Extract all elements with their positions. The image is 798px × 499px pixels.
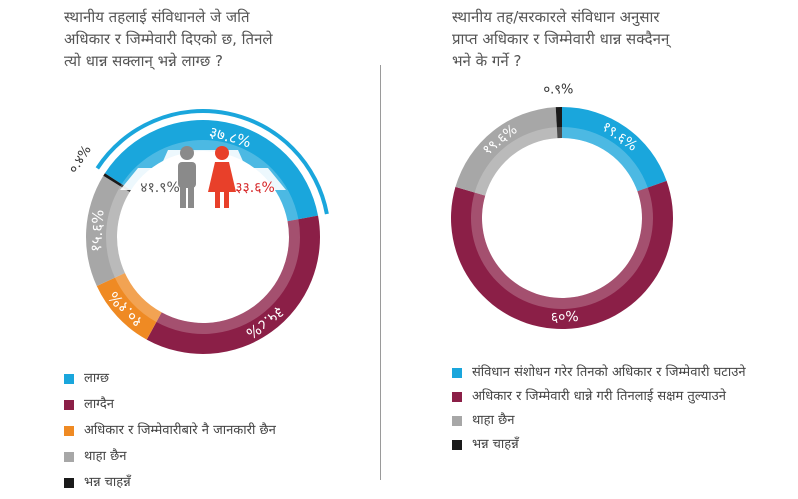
female-icon	[208, 146, 236, 208]
legend-item: लाग्छ	[64, 369, 354, 389]
female-value: ३३.६%	[235, 180, 275, 196]
legend-item: संविधान संशोधन गरेर तिनको अधिकार र जिम्म…	[452, 363, 752, 383]
legend-item: भन्न चाहन्नँ	[64, 473, 354, 493]
male-value: ४१.९%	[140, 180, 180, 196]
legend-swatch	[452, 392, 462, 402]
legend-swatch	[64, 452, 74, 462]
legend-item: थाहा छैन	[452, 411, 752, 431]
legend-label: थाहा छैन	[472, 413, 515, 428]
legend-swatch	[64, 400, 74, 410]
donut-inner-band	[156, 219, 300, 334]
donut-slice-3	[86, 175, 130, 287]
donut-slice-2	[455, 107, 558, 196]
donut-inner-band	[106, 186, 130, 278]
legend-label: अधिकार र जिम्मेवारीबारे नै जानकारी छैन	[84, 423, 276, 438]
slice-label-1: ६०%	[551, 309, 579, 326]
legend-swatch	[64, 478, 74, 488]
column-divider	[380, 65, 381, 480]
donut-slice-0	[562, 107, 667, 192]
legend-item: लाग्दैन	[64, 395, 354, 415]
chart1-legend: लाग्छ लाग्दैन अधिकार र जिम्मेवारीबारे नै…	[64, 369, 354, 499]
donut-slice-3	[555, 107, 562, 139]
donut-slice-1	[450, 180, 673, 330]
legend-label: संविधान संशोधन गरेर तिनको अधिकार र जिम्म…	[472, 365, 746, 380]
legend-label: भन्न चाहन्नँ	[472, 437, 519, 452]
donut-inner-band	[474, 127, 558, 196]
building-silhouette	[120, 150, 286, 190]
legend-item: अधिकार र जिम्मेवारीबारे नै जानकारी छैन	[64, 421, 354, 441]
donut-inner-band	[121, 140, 299, 222]
male-icon	[178, 146, 196, 208]
legend-item: भन्न चाहन्नँ	[452, 435, 752, 455]
slice-label-3: १५.६%	[87, 209, 107, 252]
slice-label-3: ०.९%	[543, 83, 573, 98]
donut-slice-0	[104, 120, 319, 222]
donut-inner-band	[556, 127, 562, 139]
donut-slice-1	[146, 215, 320, 354]
legend-swatch	[64, 374, 74, 384]
chart2-legend: संविधान संशोधन गरेर तिनको अधिकार र जिम्म…	[452, 363, 752, 459]
donut-inner-band	[114, 273, 162, 323]
donut-inner-band	[562, 127, 648, 192]
legend-label: अधिकार र जिम्मेवारी धान्ने गरी तिनलाई सक…	[472, 389, 726, 404]
donut-slice-2	[96, 273, 162, 340]
legend-label: भन्न चाहन्नँ	[84, 475, 131, 490]
legend-swatch	[452, 368, 462, 378]
legend-swatch	[452, 416, 462, 426]
legend-swatch	[64, 426, 74, 436]
yes-highlight-arc	[95, 109, 329, 215]
legend-item: अधिकार र जिम्मेवारी धान्ने गरी तिनलाई सक…	[452, 387, 752, 407]
slice-label-4: ०.४%	[66, 143, 95, 176]
chart2-title: स्थानीय तह/सरकारले संविधान अनुसार प्राप्…	[452, 8, 670, 70]
legend-label: लाग्छ	[84, 371, 109, 386]
chart1-title: स्थानीय तहलाई संविधानले जे जति अधिकार र …	[64, 8, 273, 70]
legend-label: थाहा छैन	[84, 449, 127, 464]
legend-swatch	[452, 440, 462, 450]
legend-item: थाहा छैन	[64, 447, 354, 467]
legend-label: लाग्दैन	[84, 397, 114, 412]
